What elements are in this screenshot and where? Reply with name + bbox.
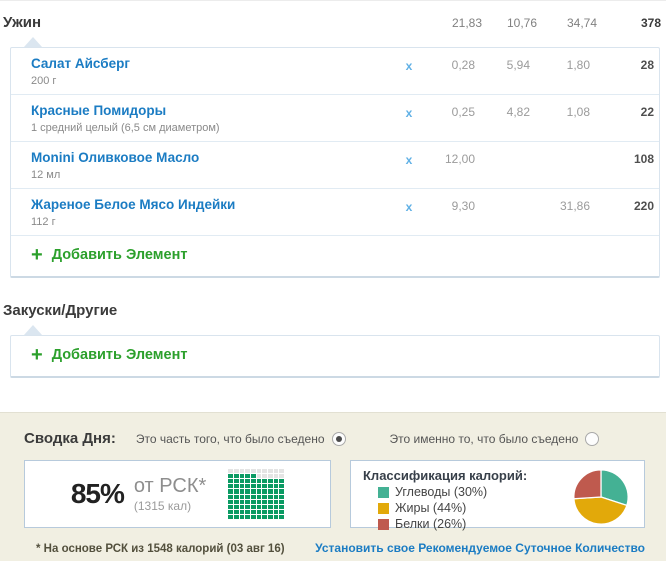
meal-totals: 21,83 10,76 34,74 378	[427, 16, 666, 30]
carbs-value: 4,82	[506, 105, 530, 119]
protein-value: 1,08	[566, 105, 590, 119]
rdi-progress-box: 85% от РСК* (1315 кал)	[24, 460, 331, 528]
add-item-button[interactable]: + Добавить Элемент	[31, 244, 188, 266]
rdi-label: от РСК*	[133, 475, 207, 497]
meal-section-snacks: Закуски/Другие + Добавить Элемент	[0, 278, 666, 378]
protein-swatch-icon	[378, 518, 389, 530]
meal-header-snacks: Закуски/Другие	[0, 278, 666, 325]
meal-title: Ужин	[3, 14, 42, 31]
food-serving: 1 средний целый (6,5 см диаметром)	[31, 122, 220, 134]
carbs-value: 5,94	[506, 58, 530, 72]
calories-value: 22	[640, 105, 654, 119]
meal-title: Закуски/Другие	[3, 302, 118, 319]
rdi-percent: 85%	[70, 478, 125, 509]
food-link[interactable]: Жареное Белое Мясо Индейки	[31, 197, 236, 212]
delete-item-icon[interactable]: x	[405, 153, 413, 167]
radio-button-exact[interactable]	[585, 431, 600, 446]
delete-item-icon[interactable]: x	[405, 59, 413, 73]
calories-value: 220	[633, 199, 654, 213]
rdi-dot-grid-chart	[228, 468, 285, 520]
snacks-items-panel: + Добавить Элемент	[10, 335, 660, 378]
fat-value: 9,30	[451, 199, 475, 213]
legend-item-carbs: Углеводы (30%)	[378, 485, 570, 499]
food-serving: 200 г	[31, 75, 57, 87]
radio-option-partial[interactable]: Это часть того, что было съедено	[136, 431, 346, 446]
delete-item-icon[interactable]: x	[405, 106, 413, 120]
summary-header: Сводка Дня: Это часть того, что было съе…	[24, 430, 645, 447]
protein-value: 1,80	[566, 58, 590, 72]
carbs-value	[475, 197, 530, 199]
table-row: Жареное Белое Мясо Индейки 112 г x 9,30 …	[11, 189, 659, 236]
total-protein: 34,74	[566, 16, 597, 30]
meal-header-dinner: Ужин 21,83 10,76 34,74 378	[0, 1, 666, 37]
table-row: Красные Помидоры 1 средний целый (6,5 см…	[11, 95, 659, 142]
calories-value: 28	[640, 58, 654, 72]
total-carbs: 10,76	[506, 16, 537, 30]
calorie-classification-box: Классификация калорий: Углеводы (30%) Жи…	[350, 460, 645, 531]
fat-value: 0,28	[451, 58, 475, 72]
plus-icon: +	[31, 344, 43, 366]
food-link[interactable]: Monini Оливковое Масло	[31, 150, 200, 165]
add-item-button[interactable]: + Добавить Элемент	[31, 344, 188, 366]
protein-value	[530, 150, 590, 152]
calorie-pie-chart	[573, 469, 629, 525]
panel-pointer-arrow	[24, 325, 42, 335]
protein-value: 31,86	[559, 199, 590, 213]
carbs-swatch-icon	[378, 486, 389, 498]
summary-title: Сводка Дня:	[24, 430, 116, 447]
table-row: Салат Айсберг 200 г x 0,28 5,94 1,80 28	[11, 48, 659, 95]
total-fat: 21,83	[451, 16, 482, 30]
radio-button-partial[interactable]	[331, 431, 346, 446]
food-serving: 112 г	[31, 216, 56, 228]
panel-pointer-arrow	[24, 37, 42, 47]
carbs-value	[475, 150, 530, 152]
total-calories: 378	[640, 16, 661, 30]
fat-swatch-icon	[378, 502, 389, 514]
calories-value: 108	[633, 152, 654, 166]
radio-option-exact[interactable]: Это именно то, что было съедено	[390, 431, 600, 446]
rdi-footnote: * На основе РСК из 1548 калорий (03 авг …	[36, 543, 285, 555]
food-link[interactable]: Красные Помидоры	[31, 103, 167, 118]
fat-value: 0,25	[451, 105, 475, 119]
rdi-calories: (1315 кал)	[133, 499, 192, 513]
dinner-items-panel: Салат Айсберг 200 г x 0,28 5,94 1,80 28 …	[10, 47, 660, 278]
legend-item-fat: Жиры (44%)	[378, 501, 570, 515]
meal-section-dinner: Ужин 21,83 10,76 34,74 378 Салат Айсберг…	[0, 1, 666, 278]
table-row: Monini Оливковое Масло 12 мл x 12,00 108	[11, 142, 659, 189]
delete-item-icon[interactable]: x	[405, 200, 413, 214]
legend-item-protein: Белки (26%)	[378, 517, 570, 531]
day-summary-section: Сводка Дня: Это часть того, что было съе…	[0, 412, 666, 561]
food-serving: 12 мл	[31, 169, 61, 181]
fat-value: 12,00	[444, 152, 475, 166]
set-rdi-link[interactable]: Установить свое Рекомендуемое Суточное К…	[315, 541, 645, 555]
food-link[interactable]: Салат Айсберг	[31, 56, 130, 71]
classification-title: Классификация калорий:	[363, 468, 528, 483]
plus-icon: +	[31, 244, 43, 266]
